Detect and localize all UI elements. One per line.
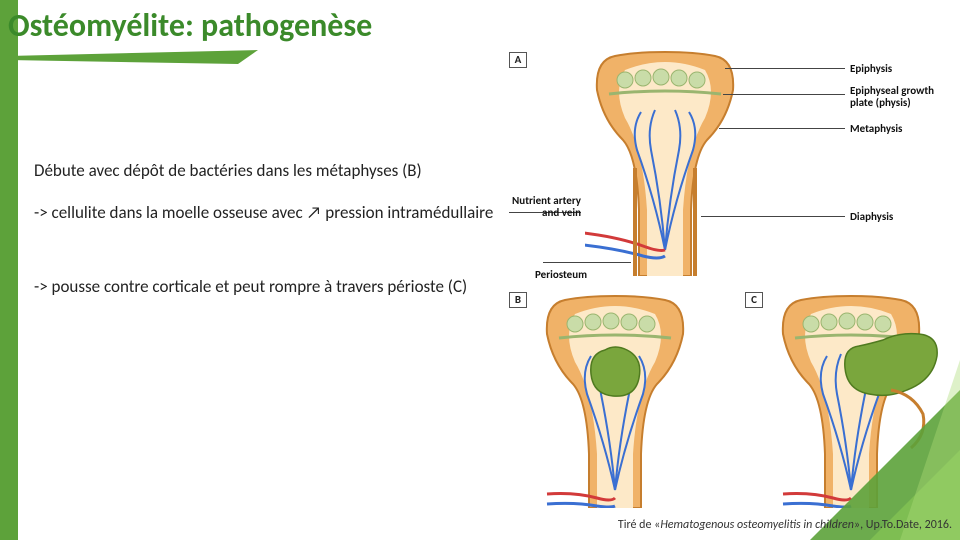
leader-line [543, 262, 631, 263]
slide-title: Ostéomyélite: pathogenèse [8, 6, 372, 45]
title-underline [8, 50, 258, 60]
citation: Tiré de «Hematogenous osteomyelitis in c… [618, 518, 952, 532]
label-growth-plate-2: plate (physis) [850, 96, 911, 109]
leader-line [719, 128, 845, 129]
bone-panel-a [585, 50, 745, 276]
anatomy-diagram: A [505, 48, 955, 508]
leader-line [725, 68, 845, 69]
citation-source: Hematogenous osteomyelitis in children [660, 518, 854, 532]
panel-label-a: A [509, 52, 527, 68]
paragraph-3: -> pousse contre corticale et peut rompr… [34, 276, 504, 297]
paragraph-1: Débute avec dépôt de bactéries dans les … [34, 160, 504, 181]
label-metaphysis: Metaphysis [850, 122, 902, 135]
citation-suffix: », Up.To.Date, 2016. [854, 518, 952, 532]
label-nutrient-2: and vein [505, 206, 581, 219]
citation-prefix: Tiré de « [618, 518, 660, 532]
bone-panel-b [535, 294, 695, 508]
label-epiphysis: Epiphysis [850, 62, 892, 75]
panel-label-c: C [745, 292, 763, 308]
leader-line [723, 94, 845, 95]
label-diaphysis: Diaphysis [850, 210, 893, 223]
panel-label-b: B [509, 292, 527, 308]
leader-line [701, 216, 845, 217]
left-accent-bar [0, 0, 18, 540]
bone-panel-c [771, 294, 955, 508]
paragraph-2: -> cellulite dans la moelle osseuse avec… [34, 202, 504, 223]
slide: { "title": "Ostéomyélite: pathogenèse", … [0, 0, 960, 540]
label-periosteum: Periosteum [535, 268, 587, 281]
